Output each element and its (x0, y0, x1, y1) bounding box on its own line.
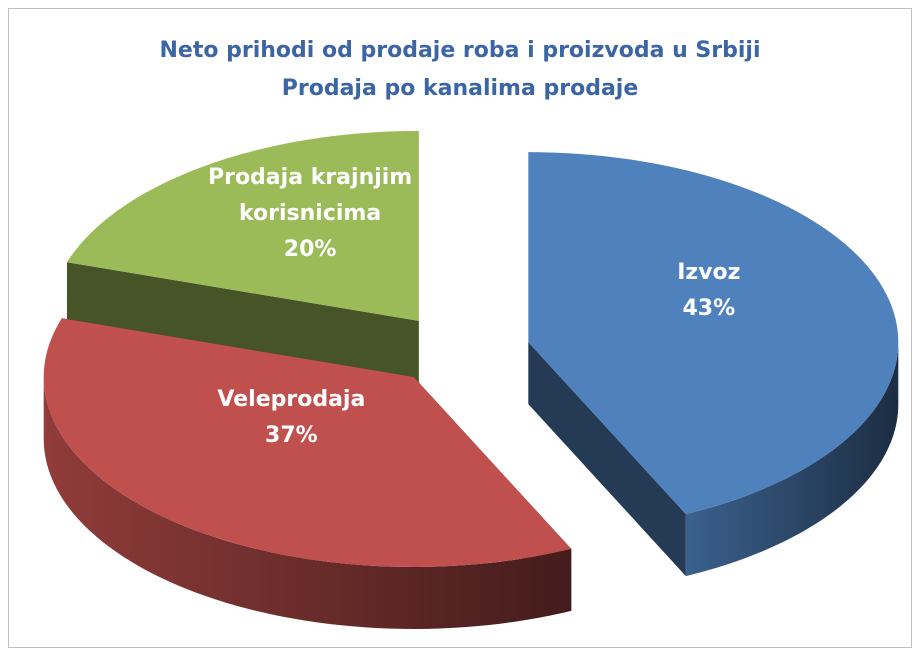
data-label: Izvoz 43% (589, 255, 829, 327)
slice (528, 152, 899, 515)
slice-name: Veleprodaja (217, 387, 366, 413)
slice (66, 130, 419, 321)
slice-name: Izvoz (677, 260, 741, 286)
slice-side (528, 342, 686, 577)
data-label: Prodaja krajnjim korisnicima 20% (190, 160, 430, 268)
slice-side (66, 262, 419, 383)
chart-subtitle: Prodaja po kanalima prodaje (281, 76, 639, 101)
chart-title: Neto prihodi od prodaje roba i proizvoda… (159, 38, 761, 63)
slice (43, 318, 572, 567)
slice-wall (685, 342, 899, 577)
slice-name: Prodaja krajnjim korisnicima (207, 165, 413, 227)
slice-value: 37% (265, 423, 318, 449)
slice-value: 43% (682, 296, 736, 322)
data-label: Veleprodaja 37% (171, 382, 411, 454)
slice-value: 20% (283, 237, 337, 263)
slice-wall (43, 376, 572, 629)
